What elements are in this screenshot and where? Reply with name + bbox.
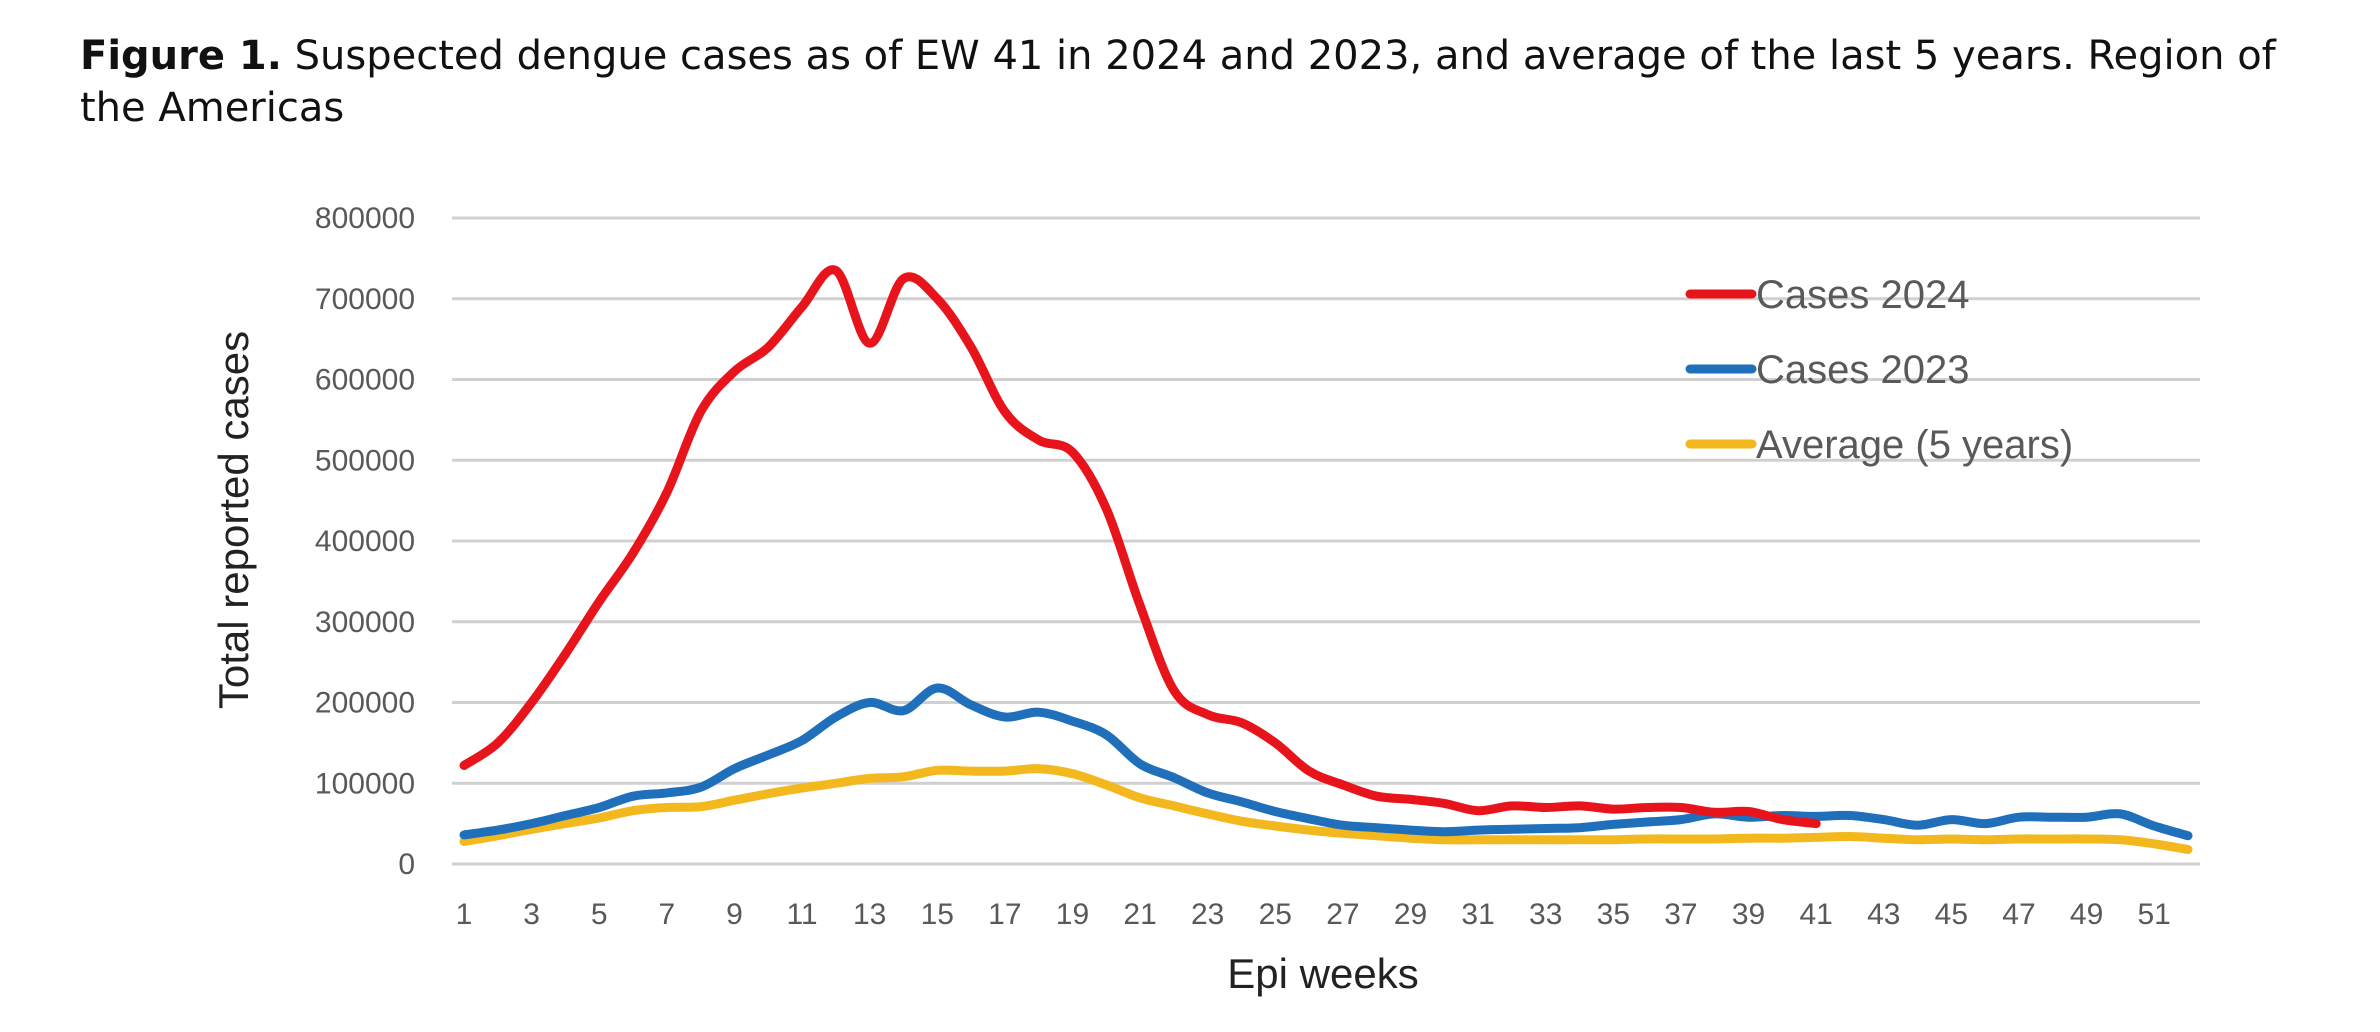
legend-label-average-5-years: Average (5 years) (1756, 423, 2073, 467)
x-tick-label: 33 (1529, 898, 1562, 931)
y-axis-ticks: 0 100000 200000 300000 400000 500000 600000 700… (315, 202, 415, 881)
x-tick-label: 35 (1597, 898, 1630, 931)
series-line-cases-2023 (459, 683, 2193, 841)
y-tick-label: 800000 (315, 202, 415, 235)
x-tick-label: 49 (2070, 898, 2103, 931)
x-tick-label: 31 (1461, 898, 1494, 931)
series-line-average-5-years (459, 764, 2193, 854)
x-axis-title: Epi weeks (1227, 950, 1418, 997)
figure-caption: Figure 1. Suspected dengue cases as of E… (80, 30, 2330, 134)
series-line-cases-2024 (459, 265, 1821, 829)
y-tick-label: 700000 (315, 283, 415, 316)
x-tick-label: 3 (523, 898, 540, 931)
y-tick-label: 400000 (315, 525, 415, 558)
x-tick-label: 15 (921, 898, 954, 931)
x-tick-label: 29 (1394, 898, 1427, 931)
x-tick-label: 19 (1056, 898, 1089, 931)
series-lines (459, 265, 2193, 854)
x-tick-label: 11 (786, 898, 817, 931)
figure-caption-text: Suspected dengue cases as of EW 41 in 20… (80, 33, 2276, 131)
legend-label-cases-2024: Cases 2024 (1756, 273, 1969, 317)
x-tick-label: 21 (1123, 898, 1156, 931)
y-tick-label: 0 (398, 848, 415, 881)
x-tick-label: 7 (658, 898, 675, 931)
y-tick-label: 200000 (315, 687, 415, 720)
x-tick-label: 43 (1867, 898, 1900, 931)
y-axis-title: Total reported cases (210, 331, 257, 709)
x-tick-label: 39 (1732, 898, 1765, 931)
x-axis-ticks: 1 3 5 7 9 11 13 15 17 19 21 23 25 27 29 31 33 35 37 39 41 43 4… (456, 898, 2171, 931)
x-tick-label: 23 (1191, 898, 1224, 931)
x-tick-label: 27 (1326, 898, 1359, 931)
y-tick-label: 100000 (315, 767, 415, 800)
x-tick-label: 17 (988, 898, 1021, 931)
x-tick-label: 5 (591, 898, 608, 931)
x-tick-label: 45 (1935, 898, 1968, 931)
figure-label: Figure 1. (80, 33, 282, 79)
x-tick-label: 47 (2002, 898, 2035, 931)
legend-label-cases-2023: Cases 2023 (1756, 348, 1969, 392)
y-tick-label: 600000 (315, 364, 415, 397)
y-tick-label: 500000 (315, 444, 415, 477)
x-tick-label: 51 (2138, 898, 2171, 931)
x-tick-label: 1 (456, 898, 473, 931)
legend: Cases 2024 Cases 2023 Average (5 years) (1685, 273, 2073, 467)
y-tick-label: 300000 (315, 606, 415, 639)
x-tick-label: 9 (726, 898, 743, 931)
gridlines (452, 216, 2200, 866)
x-tick-label: 25 (1259, 898, 1292, 931)
x-tick-label: 37 (1664, 898, 1697, 931)
x-tick-label: 41 (1799, 898, 1832, 931)
x-tick-label: 13 (853, 898, 886, 931)
